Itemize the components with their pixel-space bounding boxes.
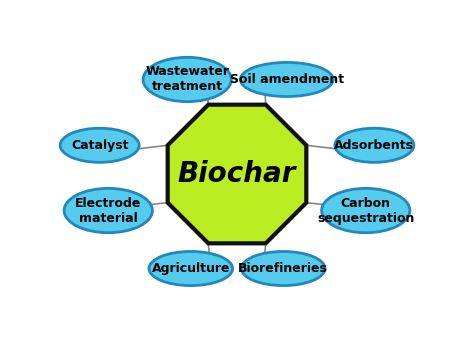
Ellipse shape [60,128,139,162]
Ellipse shape [64,188,152,233]
Text: Soil amendment: Soil amendment [230,73,344,86]
Ellipse shape [240,62,333,96]
Polygon shape [168,105,306,243]
Ellipse shape [241,252,325,286]
Ellipse shape [335,128,414,162]
Ellipse shape [322,188,410,233]
Text: Wastewater
treatment: Wastewater treatment [145,65,229,94]
Text: Electrode
material: Electrode material [75,197,141,224]
Ellipse shape [149,252,233,286]
Text: Biochar: Biochar [178,160,296,188]
Text: Agriculture: Agriculture [152,262,230,275]
Text: Catalyst: Catalyst [71,139,128,152]
Text: Adsorbents: Adsorbents [334,139,414,152]
Text: Carbon
sequestration: Carbon sequestration [317,197,414,224]
Text: Biorefineries: Biorefineries [238,262,328,275]
Ellipse shape [143,57,231,102]
